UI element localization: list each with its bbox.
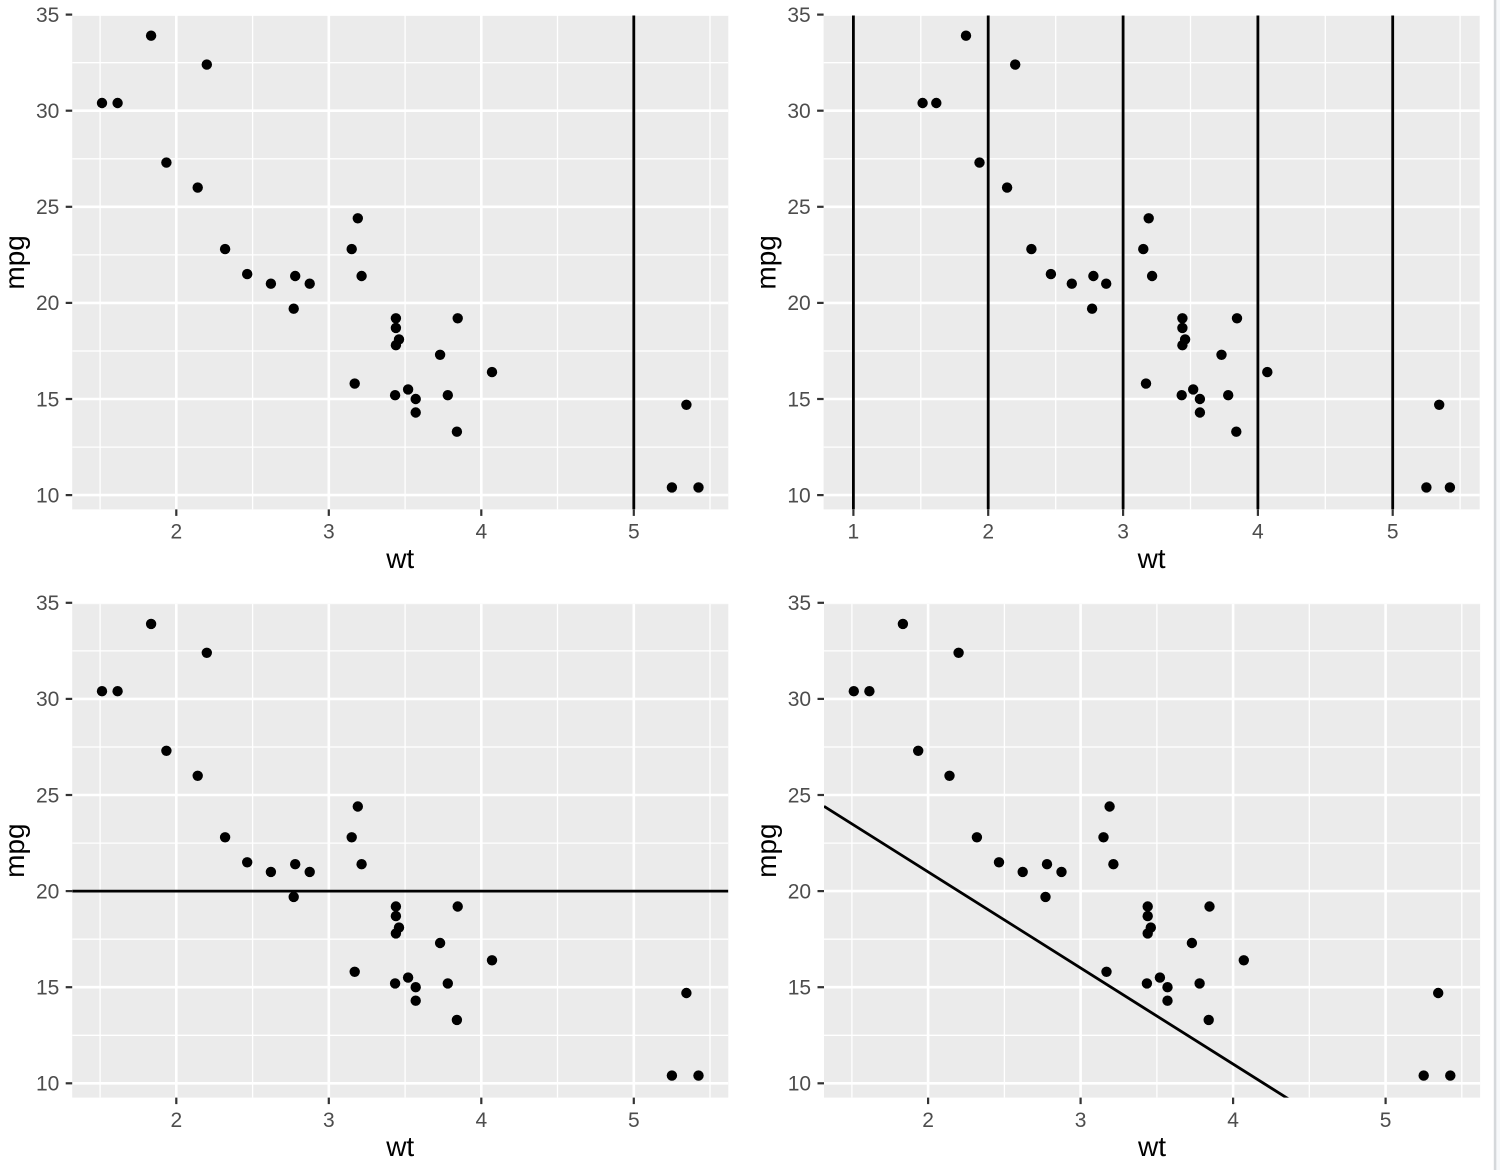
svg-text:4: 4 [1227, 1109, 1239, 1132]
svg-text:2: 2 [170, 1109, 182, 1132]
svg-text:wt: wt [1137, 1131, 1166, 1162]
svg-text:3: 3 [1117, 521, 1129, 544]
svg-text:5: 5 [628, 521, 640, 544]
svg-text:20: 20 [36, 880, 59, 903]
svg-text:wt: wt [385, 543, 414, 574]
svg-text:4: 4 [1252, 521, 1264, 544]
svg-text:15: 15 [36, 977, 59, 1000]
svg-text:10: 10 [36, 1073, 59, 1096]
svg-text:35: 35 [36, 4, 59, 27]
svg-text:3: 3 [323, 1109, 335, 1132]
svg-text:wt: wt [1137, 543, 1166, 574]
svg-text:30: 30 [36, 688, 59, 711]
svg-text:25: 25 [36, 784, 59, 807]
svg-text:10: 10 [787, 484, 810, 507]
svg-text:5: 5 [628, 1109, 640, 1132]
svg-text:2: 2 [982, 521, 994, 544]
svg-text:30: 30 [787, 100, 810, 123]
svg-text:35: 35 [787, 4, 810, 27]
svg-text:2: 2 [170, 521, 182, 544]
svg-text:15: 15 [788, 977, 811, 1000]
svg-text:35: 35 [788, 592, 811, 615]
svg-text:wt: wt [385, 1131, 414, 1162]
svg-text:3: 3 [1075, 1109, 1087, 1132]
svg-text:mpg: mpg [750, 235, 781, 289]
svg-text:4: 4 [475, 521, 487, 544]
svg-text:2: 2 [922, 1109, 934, 1132]
svg-text:5: 5 [1387, 521, 1399, 544]
svg-text:4: 4 [475, 1109, 487, 1132]
svg-text:mpg: mpg [0, 235, 30, 289]
svg-text:mpg: mpg [0, 823, 30, 877]
svg-text:20: 20 [788, 880, 811, 903]
svg-text:25: 25 [787, 196, 810, 219]
svg-text:5: 5 [1380, 1109, 1392, 1132]
svg-text:15: 15 [787, 388, 810, 411]
svg-text:30: 30 [788, 688, 811, 711]
svg-text:20: 20 [36, 292, 59, 315]
svg-text:3: 3 [323, 521, 335, 544]
svg-text:1: 1 [848, 521, 860, 544]
svg-text:10: 10 [36, 484, 59, 507]
svg-text:35: 35 [36, 592, 59, 615]
svg-text:15: 15 [36, 388, 59, 411]
svg-text:mpg: mpg [751, 823, 782, 877]
svg-text:30: 30 [36, 100, 59, 123]
svg-text:20: 20 [787, 292, 810, 315]
svg-text:25: 25 [36, 196, 59, 219]
svg-text:10: 10 [788, 1073, 811, 1096]
svg-text:25: 25 [788, 784, 811, 807]
